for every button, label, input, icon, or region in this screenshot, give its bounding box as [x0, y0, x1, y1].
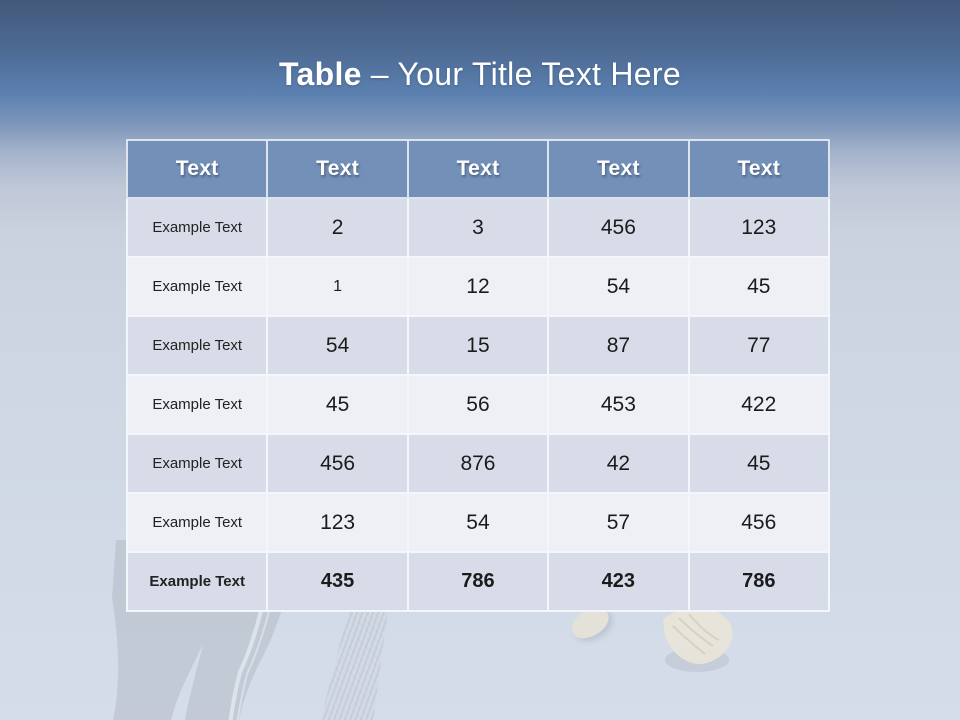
value-cell: 3 — [406, 197, 550, 258]
table-row: Example Text 54 15 87 77 — [125, 315, 831, 376]
value-cell: 456 — [687, 492, 831, 553]
table-row: Example Text 45 56 453 422 — [125, 374, 831, 435]
value-cell: 87 — [547, 315, 690, 376]
value-cell: 456 — [266, 433, 409, 494]
value-cell: 1 — [266, 256, 409, 317]
header-cell: Text — [266, 139, 409, 199]
value-cell: 2 — [266, 197, 409, 258]
row-label-cell: Example Text — [125, 315, 269, 376]
header-cell: Text — [406, 139, 550, 199]
value-cell: 45 — [687, 256, 831, 317]
value-cell: 123 — [687, 197, 831, 258]
value-cell: 422 — [687, 374, 831, 435]
value-cell: 786 — [406, 551, 550, 612]
table-body: Example Text 2 3 456 123 Example Text 1 12 54 45 E… — [125, 197, 831, 612]
value-cell: 423 — [547, 551, 690, 612]
value-cell: 15 — [406, 315, 550, 376]
title-keyword: Table — [279, 56, 362, 92]
row-label-cell: Example Text — [125, 374, 269, 435]
value-cell: 45 — [687, 433, 831, 494]
row-label-cell: Example Text — [125, 197, 269, 258]
title-subtitle: – Your Title Text Here — [370, 56, 681, 92]
value-cell: 123 — [266, 492, 409, 553]
value-cell: 54 — [406, 492, 550, 553]
value-cell: 435 — [266, 551, 409, 612]
header-cell: Text — [687, 139, 831, 199]
row-label-cell: Example Text — [125, 492, 269, 553]
value-cell: 45 — [266, 374, 409, 435]
value-cell: 57 — [547, 492, 690, 553]
header-cell: Text — [547, 139, 690, 199]
table-header-row: Text Text Text Text Text — [125, 139, 831, 199]
table-header: Text Text Text Text Text — [125, 139, 831, 199]
value-cell: 12 — [406, 256, 550, 317]
sneaker-silhouette — [663, 607, 733, 672]
data-table: Text Text Text Text Text Example Text 2 3 456 12… — [125, 139, 831, 612]
table-row: Example Text 2 3 456 123 — [125, 197, 831, 258]
value-cell: 42 — [547, 433, 690, 494]
value-cell: 77 — [687, 315, 831, 376]
value-cell: 54 — [266, 315, 409, 376]
row-label-cell: Example Text — [125, 433, 269, 494]
slide-title: Table – Your Title Text Here — [0, 56, 960, 93]
row-label-cell: Example Text — [125, 256, 269, 317]
row-label-cell: Example Text — [125, 551, 269, 612]
value-cell: 786 — [687, 551, 831, 612]
value-cell: 453 — [547, 374, 690, 435]
header-cell: Text — [125, 139, 269, 199]
table-row: Example Text 435 786 423 786 — [125, 551, 831, 612]
table-row: Example Text 1 12 54 45 — [125, 256, 831, 317]
table-row: Example Text 456 876 42 45 — [125, 433, 831, 494]
value-cell: 456 — [547, 197, 690, 258]
value-cell: 876 — [406, 433, 550, 494]
value-cell: 54 — [547, 256, 690, 317]
value-cell: 56 — [406, 374, 550, 435]
table-row: Example Text 123 54 57 456 — [125, 492, 831, 553]
